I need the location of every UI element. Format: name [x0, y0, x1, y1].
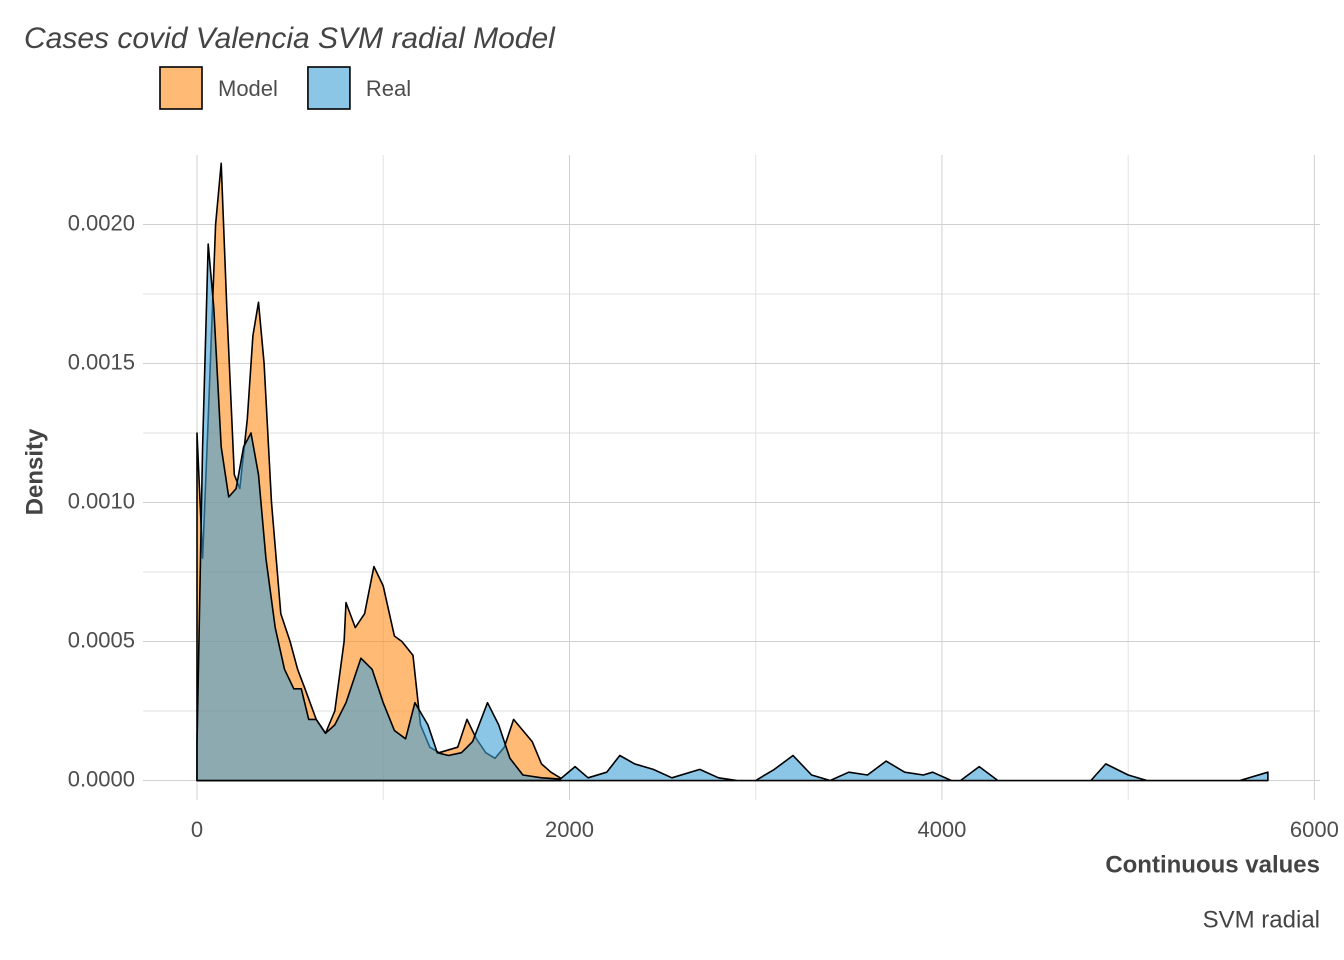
y-tick-label: 0.0010: [68, 488, 135, 513]
plot-area: [196, 162, 1269, 782]
y-tick-label: 0.0000: [68, 766, 135, 791]
y-tick-label: 0.0020: [68, 210, 135, 235]
chart-title: Cases covid Valencia SVM radial Model: [24, 22, 556, 55]
legend-label: Real: [366, 76, 411, 101]
y-axis-title: Density: [21, 428, 48, 515]
x-tick-label: 6000: [1290, 817, 1339, 842]
legend: Model Real: [159, 66, 411, 110]
grid: 0.0000 0.0005 0.0010 0.0015 0.0020 0 2000 4000 6…: [68, 155, 1339, 842]
y-tick-label: 0.0015: [68, 349, 135, 374]
density-area: [196, 243, 1269, 782]
legend-swatch: [307, 66, 351, 110]
x-tick-label: 0: [191, 817, 203, 842]
x-tick-label: 2000: [545, 817, 594, 842]
caption: SVM radial: [1203, 906, 1320, 933]
x-axis-title: Continuous values: [1105, 851, 1320, 878]
legend-swatch: [159, 66, 203, 110]
y-tick-label: 0.0005: [68, 627, 135, 652]
x-tick-label: 4000: [917, 817, 966, 842]
legend-label: Model: [218, 76, 278, 101]
